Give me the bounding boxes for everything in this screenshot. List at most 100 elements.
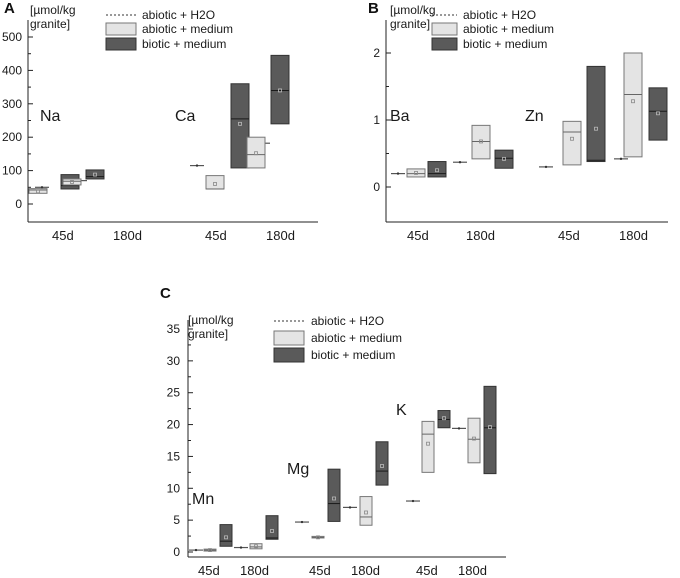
panel-a-y-ticks: 0 100 200 300 400 500 — [2, 30, 33, 211]
panel-c-h2o-point-mg-180d — [348, 506, 352, 509]
panel-b-letter: B — [368, 0, 379, 17]
panel-c-ytick-label-25: 25 — [167, 386, 181, 400]
panel-a-xlabel-na-45d: 45d — [52, 228, 74, 243]
panel-c-abiotic-mean-mn-180d — [254, 544, 258, 549]
panel-c: C [µmol/kg granite] 0 5 10 15 20 25 30 35 Mn Mg… — [160, 285, 506, 578]
panel-c-abiotic-mean-mg-45d — [316, 535, 320, 540]
panel-b-biotic-box-ba-45d — [427, 161, 447, 178]
panel-b-abiotic-box-zn-180d — [623, 52, 643, 158]
panel-b-biotic-mean-ba-180d — [502, 156, 506, 161]
panel-b-label-ba: Ba — [390, 108, 410, 125]
panel-b-h2o-point-ba-180d — [458, 161, 462, 164]
panel-c-xlabel-mg-180d: 180d — [351, 563, 380, 578]
panel-c-unit-line2: granite] — [188, 327, 228, 341]
panel-c-ytick-label-30: 30 — [167, 354, 181, 368]
panel-b-biotic-mean-zn-45d — [594, 126, 598, 131]
panel-b-legend: abiotic + H2O abiotic + medium biotic + … — [431, 8, 554, 51]
panel-c-letter: C — [160, 285, 171, 302]
panel-a-xlabel-ca-180d: 180d — [266, 228, 295, 243]
panel-c-h2o-point-k-45d — [411, 499, 415, 503]
panel-c-abiotic-box-k-45d — [421, 420, 435, 473]
panel-c-biotic-mean-mg-45d — [332, 496, 336, 501]
panel-b-ytick-label-2: 2 — [373, 46, 380, 60]
panel-b-legend-abiotic-swatch — [431, 22, 458, 36]
panel-a-label-ca: Ca — [175, 108, 196, 125]
panel-c-label-k: K — [396, 402, 407, 419]
panel-c-boxes — [189, 385, 497, 552]
panel-c-abiotic-mean-mg-180d — [364, 510, 368, 515]
panel-c-abiotic-mean-k-45d — [426, 441, 430, 446]
panel-b-h2o-point-ba-45d — [396, 172, 400, 175]
panel-c-biotic-mean-mg-180d — [380, 464, 384, 468]
panel-b-biotic-mean-ba-45d — [435, 168, 439, 173]
panel-a-letter: A — [4, 0, 15, 17]
panel-a-biotic-mean-ca-180d — [278, 88, 282, 93]
panel-b-xlabel-zn-45d: 45d — [558, 228, 580, 243]
panel-c-unit-line1: [µmol/kg — [188, 313, 234, 327]
panel-b-legend-abiotic-label: abiotic + medium — [463, 22, 554, 36]
panel-c-abiotic-mean-k-180d — [472, 436, 476, 441]
panel-b-abiotic-box-ba-45d — [406, 168, 426, 178]
panel-a-h2o-point-na-45d — [40, 186, 44, 189]
panel-b-biotic-mean-zn-180d — [656, 111, 660, 116]
panel-c-label-mg: Mg — [287, 461, 309, 478]
panel-c-xlabel-mg-45d: 45d — [309, 563, 331, 578]
panel-c-legend-abiotic-swatch — [273, 330, 305, 346]
panel-a-biotic-box-na-180d — [85, 169, 105, 180]
panel-a-unit-line1: [µmol/kg — [30, 3, 76, 17]
panel-a-biotic-mean-ca-45d — [238, 121, 242, 126]
panel-c-biotic-mean-k-180d — [488, 425, 492, 430]
panel-b-abiotic-mean-zn-180d — [631, 99, 635, 104]
panel-a-abiotic-mean-ca-180d — [254, 151, 258, 156]
panel-c-biotic-box-mg-180d — [375, 441, 389, 486]
panel-a-h2o-point-ca-45d — [195, 164, 199, 167]
panel-a-label-na: Na — [40, 108, 61, 125]
panel-b-abiotic-box-zn-45d — [562, 120, 582, 166]
panel-a-abiotic-mean-na-180d — [70, 180, 74, 184]
panel-c-biotic-box-mn-45d — [219, 524, 233, 547]
panel-b-legend-biotic-label: biotic + medium — [463, 37, 547, 51]
panel-c-ytick-label-5: 5 — [173, 513, 180, 527]
panel-b-boxes — [391, 52, 668, 178]
panel-c-legend-abiotic-label: abiotic + medium — [311, 331, 402, 345]
panel-b-y-ticks: 0 1 2 — [373, 46, 391, 194]
panel-b-xlabel-zn-180d: 180d — [619, 228, 648, 243]
panel-b-ytick-label-1: 1 — [373, 113, 380, 127]
panel-a-legend-abiotic-swatch — [105, 22, 137, 36]
panel-c-legend: abiotic + H2O abiotic + medium biotic + … — [273, 314, 402, 363]
panel-c-h2o-point-mg-45d — [300, 520, 304, 524]
panel-b: B [µmol/kg granite] 0 1 2 Ba Zn 45d 180d 4… — [368, 0, 668, 243]
panel-b-legend-h2o-label: abiotic + H2O — [463, 8, 536, 22]
panel-a-abiotic-mean-ca-45d — [213, 182, 217, 186]
panel-c-biotic-box-mg-45d — [327, 468, 341, 522]
panel-c-y-ticks: 0 5 10 15 20 25 30 35 — [167, 322, 193, 559]
panel-c-abiotic-box-mn-180d — [249, 543, 263, 550]
panel-c-legend-h2o-label: abiotic + H2O — [311, 314, 384, 328]
panel-b-biotic-box-ba-180d — [494, 149, 514, 169]
panel-a-legend-biotic-label: biotic + medium — [142, 37, 226, 51]
panel-c-legend-biotic-label: biotic + medium — [311, 348, 395, 362]
panel-c-label-mn: Mn — [192, 491, 214, 508]
panel-a-legend: abiotic + H2O abiotic + medium biotic + … — [105, 8, 233, 51]
panel-b-h2o-point-zn-45d — [544, 165, 548, 169]
panel-c-h2o-point-mn-180d — [239, 546, 243, 549]
panel-a-xlabel-ca-45d: 45d — [205, 228, 227, 243]
panel-a-ytick-label-300: 300 — [2, 97, 22, 111]
panel-a-biotic-box-ca-180d — [270, 54, 290, 125]
panel-c-legend-biotic-swatch — [273, 347, 305, 363]
panel-c-h2o-point-k-180d — [457, 427, 461, 430]
panel-c-ytick-label-0: 0 — [173, 545, 180, 559]
panel-c-biotic-mean-mn-180d — [270, 529, 274, 533]
panel-c-ytick-label-35: 35 — [167, 322, 181, 336]
panel-c-abiotic-mean-mn-45d — [208, 548, 212, 552]
panel-a-legend-biotic-swatch — [105, 37, 137, 51]
panel-c-xlabel-mn-45d: 45d — [198, 563, 220, 578]
panel-c-xlabel-k-180d: 180d — [458, 563, 487, 578]
panel-c-biotic-box-mn-180d — [265, 515, 279, 540]
panel-b-abiotic-mean-zn-45d — [570, 136, 574, 141]
panel-a-abiotic-box-ca-180d — [246, 136, 266, 169]
panel-c-biotic-mean-mn-45d — [224, 535, 228, 540]
panel-b-ytick-label-0: 0 — [373, 180, 380, 194]
